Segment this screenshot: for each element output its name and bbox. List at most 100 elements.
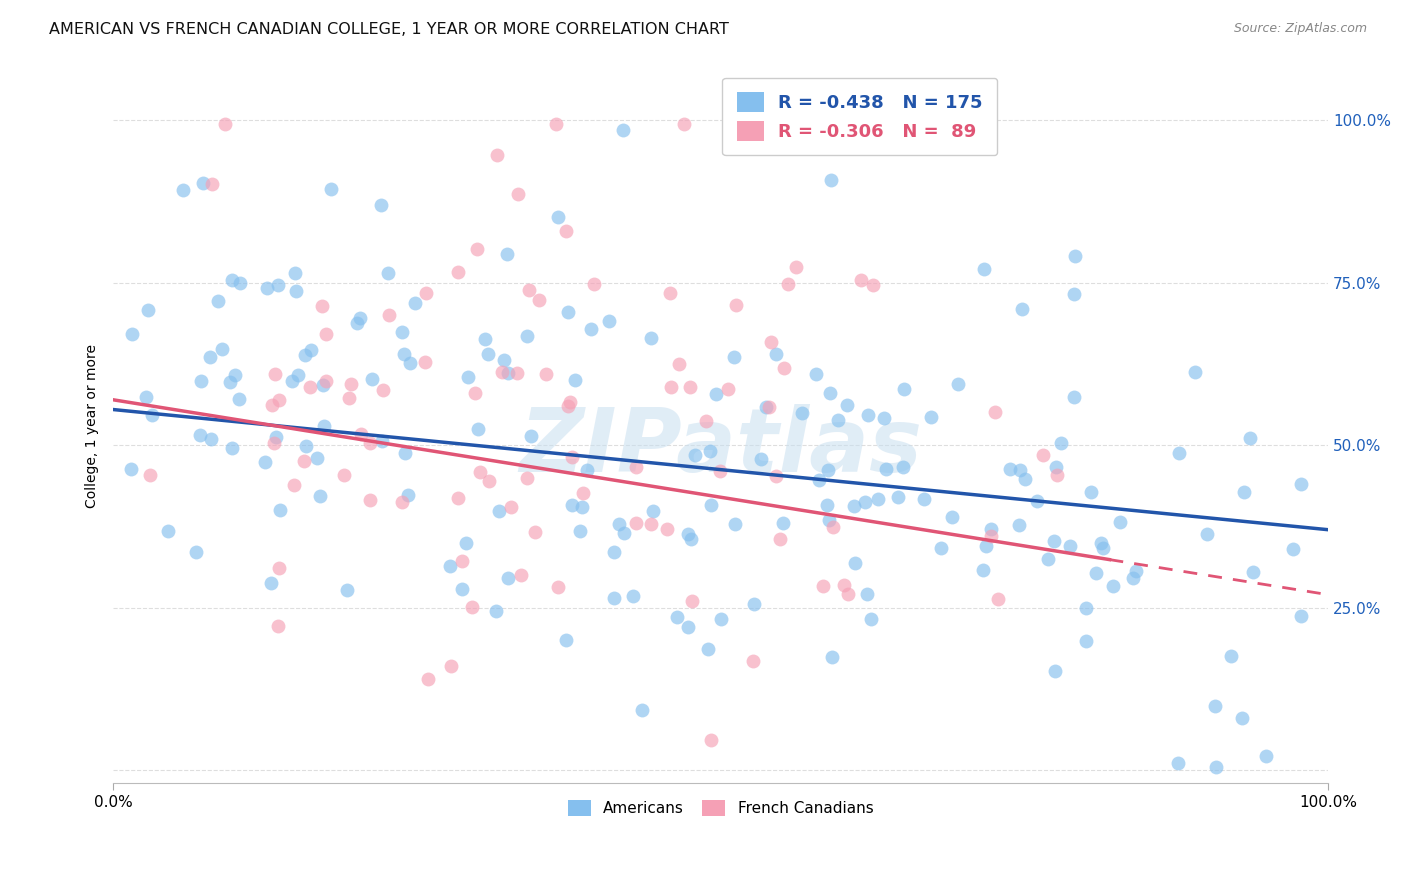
- Point: [856, 409, 879, 423]
- Point: [413, 355, 436, 369]
- Point: [266, 430, 288, 444]
- Point: [172, 183, 194, 197]
- Y-axis label: College, 1 year or more: College, 1 year or more: [86, 343, 100, 508]
- Point: [561, 450, 583, 464]
- Point: [451, 582, 474, 596]
- Point: [309, 489, 332, 503]
- Point: [520, 429, 543, 443]
- Point: [603, 591, 626, 605]
- Point: [695, 414, 717, 428]
- Point: [157, 524, 180, 539]
- Point: [1008, 518, 1031, 533]
- Point: [478, 474, 501, 488]
- Point: [456, 536, 478, 550]
- Point: [697, 642, 720, 657]
- Point: [294, 348, 316, 362]
- Point: [1239, 431, 1261, 445]
- Point: [517, 283, 540, 297]
- Point: [666, 610, 689, 624]
- Point: [980, 522, 1002, 536]
- Point: [371, 383, 394, 397]
- Point: [299, 380, 322, 394]
- Point: [264, 368, 287, 382]
- Point: [447, 264, 470, 278]
- Point: [139, 468, 162, 483]
- Point: [772, 516, 794, 530]
- Point: [547, 210, 569, 224]
- Point: [678, 380, 700, 394]
- Point: [681, 533, 703, 547]
- Point: [832, 577, 855, 591]
- Point: [873, 410, 896, 425]
- Point: [1219, 649, 1241, 664]
- Point: [496, 247, 519, 261]
- Point: [769, 532, 792, 546]
- Point: [516, 329, 538, 343]
- Point: [640, 331, 662, 345]
- Point: [287, 368, 309, 382]
- Point: [1233, 484, 1256, 499]
- Point: [394, 446, 416, 460]
- Point: [1064, 249, 1087, 263]
- Point: [211, 342, 233, 356]
- Point: [860, 612, 883, 626]
- Point: [678, 527, 700, 541]
- Point: [1254, 749, 1277, 764]
- Point: [346, 316, 368, 330]
- Point: [624, 516, 647, 530]
- Point: [765, 468, 787, 483]
- Point: [804, 367, 827, 381]
- Point: [404, 296, 426, 310]
- Point: [1049, 435, 1071, 450]
- Point: [1011, 301, 1033, 316]
- Point: [579, 322, 602, 336]
- Point: [332, 467, 354, 482]
- Point: [741, 654, 763, 668]
- Point: [571, 500, 593, 515]
- Point: [655, 522, 678, 536]
- Point: [755, 400, 778, 414]
- Point: [201, 177, 224, 191]
- Point: [474, 333, 496, 347]
- Point: [1045, 460, 1067, 475]
- Point: [1204, 698, 1226, 713]
- Point: [820, 173, 842, 187]
- Point: [683, 448, 706, 462]
- Point: [815, 498, 838, 512]
- Point: [986, 591, 1008, 606]
- Point: [477, 347, 499, 361]
- Point: [1032, 448, 1054, 462]
- Point: [267, 561, 290, 575]
- Point: [631, 703, 654, 717]
- Point: [1085, 566, 1108, 580]
- Point: [1008, 463, 1031, 477]
- Point: [359, 436, 381, 450]
- Point: [260, 398, 283, 412]
- Point: [709, 464, 731, 478]
- Point: [1282, 542, 1305, 557]
- Text: Source: ZipAtlas.com: Source: ZipAtlas.com: [1233, 22, 1367, 36]
- Point: [307, 451, 329, 466]
- Point: [941, 510, 963, 524]
- Point: [281, 375, 304, 389]
- Point: [336, 582, 359, 597]
- Point: [319, 182, 342, 196]
- Point: [710, 612, 733, 626]
- Point: [136, 303, 159, 318]
- Point: [717, 382, 740, 396]
- Point: [299, 343, 322, 358]
- Point: [749, 452, 772, 467]
- Point: [576, 463, 599, 477]
- Point: [808, 473, 831, 487]
- Point: [823, 520, 845, 534]
- Point: [451, 553, 474, 567]
- Point: [785, 260, 807, 274]
- Point: [501, 500, 523, 514]
- Point: [184, 545, 207, 559]
- Point: [1026, 494, 1049, 508]
- Point: [818, 385, 841, 400]
- Point: [1046, 468, 1069, 483]
- Point: [457, 370, 479, 384]
- Point: [672, 117, 695, 131]
- Point: [311, 299, 333, 313]
